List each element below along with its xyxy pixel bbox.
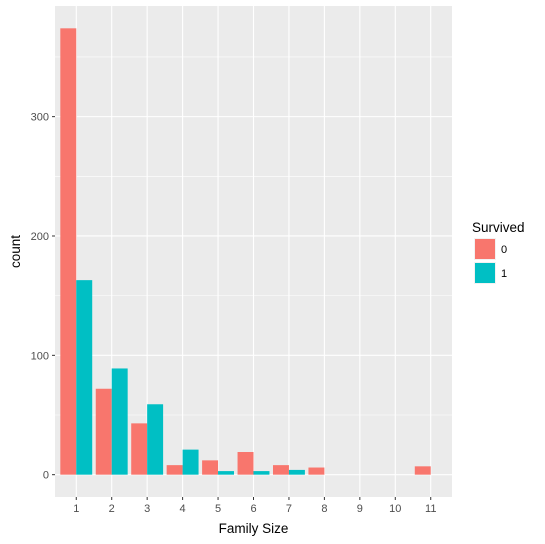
bar-4-survived-0	[166, 465, 183, 475]
x-tick-label: 8	[321, 503, 327, 515]
bar-4-survived-1	[182, 449, 199, 475]
x-tick-label: 11	[425, 503, 436, 515]
x-axis-ticks: 1 2 3 4 5 6 7 8 9 10 11	[73, 497, 436, 515]
x-tick-label: 6	[250, 503, 256, 515]
bar-6-survived-0	[237, 452, 254, 475]
bar-2-survived-1	[111, 368, 128, 475]
y-axis-title: count	[8, 235, 23, 268]
y-tick-label: 100	[31, 350, 49, 362]
bar-2-survived-0	[95, 388, 112, 475]
bar-3-survived-1	[147, 404, 164, 475]
bar-11-survived-0	[414, 466, 431, 475]
legend-items: 01	[474, 238, 507, 284]
legend-label-1: 1	[501, 268, 507, 280]
x-tick-label: 2	[109, 503, 115, 515]
x-tick-label: 3	[144, 503, 150, 515]
legend-swatch-1	[475, 263, 495, 283]
x-axis-title: Family Size	[219, 521, 289, 536]
legend-swatch-0	[475, 239, 495, 259]
bar-5-survived-1	[218, 471, 235, 475]
y-tick-label: 200	[31, 231, 49, 243]
bar-1-survived-1	[76, 280, 93, 475]
y-tick-label: 0	[43, 470, 49, 482]
x-tick-label: 1	[73, 503, 79, 515]
bars	[60, 28, 431, 475]
bar-8-survived-0	[308, 467, 325, 475]
legend: Survived 01	[472, 220, 525, 284]
x-tick-label: 5	[215, 503, 221, 515]
x-tick-label: 10	[389, 503, 401, 515]
bar-7-survived-0	[272, 465, 289, 475]
legend-title: Survived	[472, 220, 525, 235]
bar-1-survived-0	[60, 28, 77, 475]
legend-label-0: 0	[501, 244, 507, 256]
bar-5-survived-0	[202, 460, 219, 475]
bar-3-survived-0	[131, 423, 148, 475]
bar-6-survived-1	[253, 471, 270, 475]
x-tick-label: 9	[357, 503, 363, 515]
bar-7-survived-1	[288, 469, 305, 475]
y-tick-label: 300	[31, 112, 49, 124]
x-tick-label: 7	[286, 503, 292, 515]
y-axis-ticks: 0 100 200 300	[31, 112, 55, 482]
x-tick-label: 4	[180, 503, 186, 515]
